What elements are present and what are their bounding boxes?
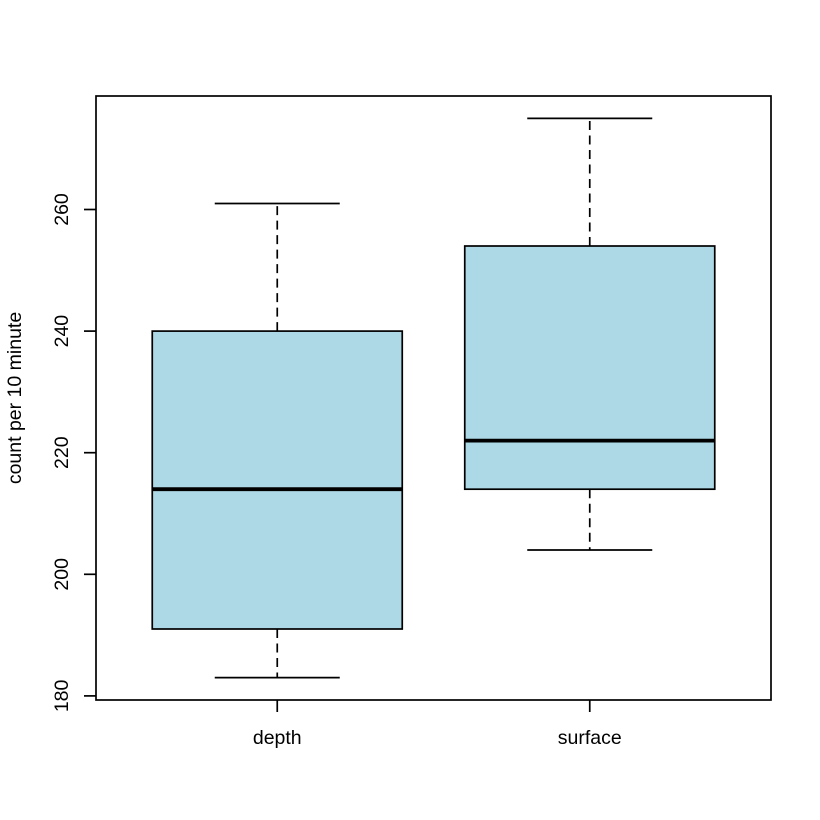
svg-text:240: 240: [51, 315, 73, 348]
svg-text:180: 180: [51, 679, 73, 712]
svg-text:200: 200: [51, 558, 73, 591]
svg-text:surface: surface: [558, 727, 622, 749]
svg-text:220: 220: [51, 436, 73, 469]
svg-text:count per 10 minute: count per 10 minute: [4, 312, 26, 484]
svg-text:depth: depth: [253, 727, 302, 749]
svg-text:260: 260: [51, 193, 73, 226]
